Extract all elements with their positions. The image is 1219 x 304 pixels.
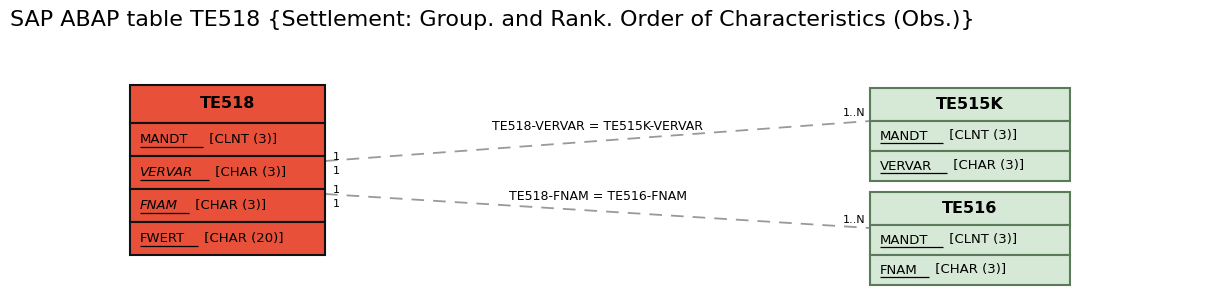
Bar [870, 151, 1070, 181]
Text: 1..N: 1..N [842, 108, 865, 118]
Text: MANDT: MANDT [880, 130, 929, 143]
Bar [870, 255, 1070, 285]
Text: VERVAR: VERVAR [140, 166, 194, 179]
Text: 1: 1 [333, 152, 340, 162]
Text: TE516: TE516 [942, 201, 997, 216]
Bar [130, 222, 325, 255]
Bar [870, 192, 1070, 225]
Bar [130, 123, 325, 156]
Text: [CHAR (3)]: [CHAR (3)] [931, 264, 1006, 277]
Text: TE515K: TE515K [936, 97, 1004, 112]
Bar [870, 88, 1070, 121]
Text: [CLNT (3)]: [CLNT (3)] [945, 130, 1017, 143]
Text: 1..N: 1..N [842, 215, 865, 225]
Text: TE518-FNAM = TE516-FNAM: TE518-FNAM = TE516-FNAM [508, 191, 686, 203]
Text: [CHAR (3)]: [CHAR (3)] [211, 166, 286, 179]
Text: FNAM: FNAM [140, 199, 178, 212]
Text: [CHAR (20)]: [CHAR (20)] [200, 232, 284, 245]
Bar [870, 225, 1070, 255]
Text: [CLNT (3)]: [CLNT (3)] [205, 133, 277, 146]
Text: MANDT: MANDT [880, 233, 929, 247]
Bar [130, 85, 325, 123]
Text: VERVAR: VERVAR [880, 160, 933, 172]
Text: FNAM: FNAM [880, 264, 918, 277]
Text: [CHAR (3)]: [CHAR (3)] [191, 199, 266, 212]
Text: SAP ABAP table TE518 {Settlement: Group. and Rank. Order of Characteristics (Obs: SAP ABAP table TE518 {Settlement: Group.… [10, 10, 975, 30]
Bar [870, 121, 1070, 151]
Text: 1: 1 [333, 199, 340, 209]
Bar [130, 189, 325, 222]
Text: 1: 1 [333, 166, 340, 176]
Text: [CHAR (3)]: [CHAR (3)] [950, 160, 1024, 172]
Text: TE518-VERVAR = TE515K-VERVAR: TE518-VERVAR = TE515K-VERVAR [491, 120, 702, 133]
Bar [130, 156, 325, 189]
Text: 1: 1 [333, 185, 340, 195]
Text: [CLNT (3)]: [CLNT (3)] [945, 233, 1017, 247]
Text: TE518: TE518 [200, 96, 255, 112]
Text: MANDT: MANDT [140, 133, 189, 146]
Text: FWERT: FWERT [140, 232, 185, 245]
